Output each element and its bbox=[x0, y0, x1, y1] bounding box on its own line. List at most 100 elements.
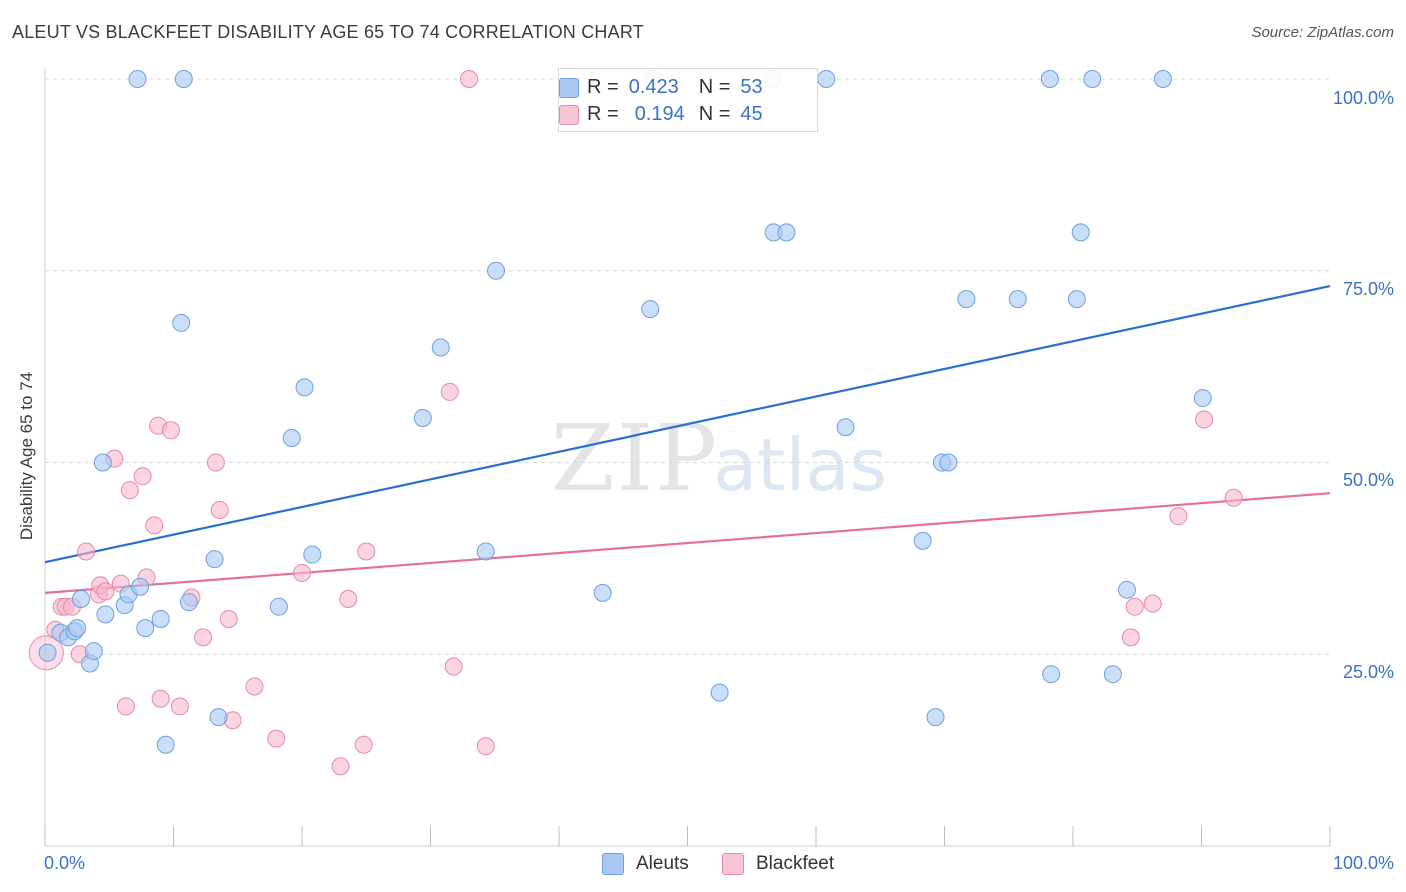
blackfeet-point bbox=[96, 582, 115, 601]
aleuts-point bbox=[431, 338, 450, 357]
aleuts-point bbox=[413, 409, 432, 428]
aleuts-point bbox=[68, 619, 87, 638]
blackfeet-point bbox=[1224, 488, 1243, 507]
blackfeet-point bbox=[357, 542, 376, 561]
aleuts-point bbox=[156, 735, 175, 754]
blackfeet-point bbox=[331, 757, 350, 776]
blackfeet-point bbox=[145, 516, 164, 535]
x-tick-label: 100.0% bbox=[1333, 853, 1394, 873]
blackfeet-legend-swatch bbox=[722, 853, 744, 875]
bottom-legend-blackfeet: Blackfeet bbox=[722, 852, 834, 876]
aleuts-point bbox=[1153, 70, 1172, 88]
aleuts-point bbox=[926, 708, 945, 727]
blackfeet-point bbox=[460, 70, 479, 88]
blackfeet-point bbox=[161, 421, 180, 440]
blackfeet-point bbox=[1169, 507, 1188, 526]
aleuts-point bbox=[205, 550, 224, 569]
blackfeet-point bbox=[210, 501, 229, 520]
blackfeet-trend-line bbox=[44, 492, 1331, 594]
blackfeet-point bbox=[219, 609, 238, 628]
blackfeet-point bbox=[120, 481, 139, 500]
aleuts-point bbox=[593, 583, 612, 602]
blackfeet-point bbox=[77, 542, 96, 561]
legend-n-value: 53 bbox=[740, 75, 763, 98]
blackfeet-point bbox=[354, 735, 373, 754]
aleuts-legend-swatch bbox=[602, 853, 624, 875]
aleuts-point bbox=[179, 593, 198, 612]
aleuts-point bbox=[295, 378, 314, 397]
aleuts-point bbox=[303, 545, 322, 564]
aleuts-point bbox=[1083, 70, 1102, 88]
aleuts-point bbox=[777, 223, 796, 242]
blackfeet-point bbox=[476, 737, 495, 756]
aleuts-trend-line bbox=[44, 285, 1331, 564]
blackfeet-point bbox=[133, 467, 152, 486]
source-label: Source: ZipAtlas.com bbox=[1251, 24, 1394, 41]
aleuts-legend-label: Aleuts bbox=[636, 853, 689, 874]
aleuts-point bbox=[131, 577, 150, 596]
correlation-legend: R = 0.423 N = 53 R = 0.194 N = 45 bbox=[558, 68, 818, 132]
chart-title: ALEUT VS BLACKFEET DISABILITY AGE 65 TO … bbox=[12, 22, 644, 42]
aleuts-point bbox=[1117, 580, 1136, 599]
aleuts-point bbox=[209, 708, 228, 727]
blackfeet-point bbox=[170, 697, 189, 716]
y-tick-label: 50.0% bbox=[1343, 470, 1394, 490]
aleuts-point bbox=[817, 70, 836, 88]
aleuts-point bbox=[836, 418, 855, 437]
aleuts-point bbox=[269, 597, 288, 616]
aleuts-point bbox=[282, 428, 301, 447]
watermark-atlas: atlas bbox=[713, 423, 887, 507]
aleuts-point bbox=[476, 542, 495, 561]
aleuts-point bbox=[710, 683, 729, 702]
aleuts-point bbox=[913, 531, 932, 550]
blackfeet-point bbox=[116, 697, 135, 716]
aleuts-point bbox=[487, 261, 506, 280]
legend-r-value: 0.423 bbox=[628, 75, 679, 98]
aleuts-point bbox=[1193, 389, 1212, 408]
aleuts-point bbox=[93, 453, 112, 472]
legend-row-aleuts: R = 0.423 N = 53 bbox=[559, 75, 763, 99]
blackfeet-point bbox=[267, 729, 286, 748]
aleuts-point bbox=[1071, 223, 1090, 242]
blackfeet-point bbox=[1121, 628, 1140, 647]
aleuts-swatch bbox=[559, 78, 579, 98]
aleuts-point bbox=[71, 590, 90, 609]
aleuts-point bbox=[38, 643, 57, 662]
aleuts-point bbox=[172, 313, 191, 332]
blackfeet-point bbox=[1195, 410, 1214, 429]
legend-r-label: R = bbox=[587, 75, 619, 98]
blackfeet-point bbox=[245, 677, 264, 696]
blackfeet-point bbox=[440, 382, 459, 401]
blackfeet-point bbox=[1143, 594, 1162, 613]
watermark: ZIP atlas bbox=[551, 405, 887, 512]
legend-r-value: 0.194 bbox=[634, 102, 685, 125]
legend-n-value: 45 bbox=[740, 102, 763, 125]
aleuts-point bbox=[128, 70, 147, 88]
aleuts-point bbox=[957, 290, 976, 309]
legend-r-label: R = bbox=[587, 102, 619, 125]
blackfeet-point bbox=[339, 590, 358, 609]
aleuts-point bbox=[151, 609, 170, 628]
blackfeet-point bbox=[194, 628, 213, 647]
aleuts-point bbox=[1040, 70, 1059, 88]
aleuts-point bbox=[136, 619, 155, 638]
legend-n-label: N = bbox=[698, 102, 731, 125]
aleuts-point bbox=[641, 300, 660, 319]
aleuts-point bbox=[1103, 665, 1122, 684]
blackfeet-swatch bbox=[559, 105, 579, 125]
x-tick-label: 0.0% bbox=[44, 853, 85, 873]
y-tick-label: 100.0% bbox=[1333, 88, 1394, 108]
blackfeet-legend-label: Blackfeet bbox=[756, 853, 835, 874]
blackfeet-point bbox=[444, 657, 463, 676]
legend-n-label: N = bbox=[698, 75, 731, 98]
bottom-legend-aleuts: Aleuts bbox=[602, 852, 689, 876]
aleuts-point bbox=[96, 605, 115, 624]
aleuts-point bbox=[1042, 665, 1061, 684]
watermark-zip: ZIP bbox=[551, 405, 719, 512]
aleuts-point bbox=[939, 453, 958, 472]
blackfeet-point bbox=[293, 563, 311, 582]
y-tick-label: 25.0% bbox=[1343, 662, 1394, 682]
blackfeet-point bbox=[206, 453, 225, 472]
aleuts-point bbox=[174, 70, 193, 88]
